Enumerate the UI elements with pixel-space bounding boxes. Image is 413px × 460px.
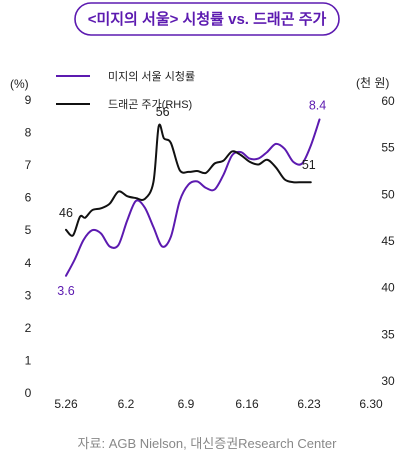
x-tick-label: 5.26 <box>54 397 78 411</box>
left-tick-label: 4 <box>25 256 32 270</box>
left-tick-label: 0 <box>25 386 32 400</box>
legend-label-stock: 드래곤 주가(RHS) <box>108 98 192 111</box>
data-label: 56 <box>156 105 170 119</box>
right-axis-ticks: 30 35 40 45 50 55 60 <box>381 94 395 388</box>
x-axis-ticks: 5.26 6.2 6.9 6.16 6.23 6.30 <box>54 397 383 411</box>
right-tick-label: 40 <box>381 281 395 295</box>
left-tick-label: 5 <box>25 223 32 237</box>
data-label: 46 <box>59 206 73 220</box>
left-tick-label: 7 <box>25 158 32 172</box>
right-tick-label: 30 <box>381 374 395 388</box>
legend: 미지의 서울 시청률 드래곤 주가(RHS) <box>56 70 195 111</box>
data-label: 51 <box>302 158 316 172</box>
left-tick-label: 1 <box>25 353 32 367</box>
right-tick-label: 60 <box>381 94 395 108</box>
data-label: 3.6 <box>57 284 74 298</box>
left-axis-ticks: 0 1 2 3 4 5 6 7 8 9 <box>25 93 32 400</box>
x-tick-label: 6.2 <box>118 397 135 411</box>
x-tick-label: 6.9 <box>178 397 195 411</box>
x-tick-label: 6.16 <box>235 397 259 411</box>
left-tick-label: 6 <box>25 191 32 205</box>
source-note: 자료: AGB Nielson, 대신증권Research Center <box>78 436 338 451</box>
left-tick-label: 8 <box>25 126 32 140</box>
x-tick-label: 6.30 <box>359 397 383 411</box>
left-axis-unit: (%) <box>10 77 29 91</box>
chart-title: <미지의 서울> 시청률 vs. 드래곤 주가 <box>88 10 327 28</box>
right-tick-label: 55 <box>381 141 395 155</box>
data-labels: 3.6 8.4 46 56 51 <box>57 99 326 298</box>
right-tick-label: 45 <box>381 234 395 248</box>
stock-price-line <box>65 123 312 237</box>
data-label: 8.4 <box>309 99 326 113</box>
series-lines <box>65 118 321 277</box>
left-tick-label: 3 <box>25 288 32 302</box>
left-tick-label: 2 <box>25 321 32 335</box>
right-tick-label: 50 <box>381 187 395 201</box>
legend-label-ratings: 미지의 서울 시청률 <box>108 70 195 83</box>
left-tick-label: 9 <box>25 93 32 107</box>
right-axis-unit: (천 원) <box>356 75 389 90</box>
right-tick-label: 35 <box>381 327 395 341</box>
ratings-line <box>65 118 321 277</box>
title-pill <box>74 2 340 36</box>
x-tick-label: 6.23 <box>297 397 321 411</box>
